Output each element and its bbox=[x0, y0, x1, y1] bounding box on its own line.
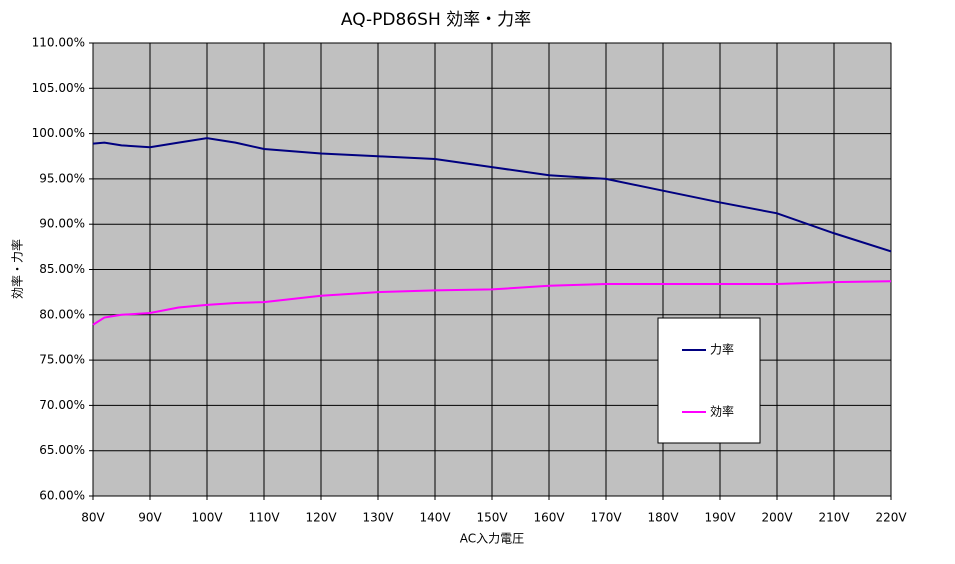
legend-label: 効率 bbox=[710, 404, 734, 419]
legend-label: 力率 bbox=[710, 342, 734, 357]
x-tick-label: 100V bbox=[191, 511, 223, 525]
series-line bbox=[92, 280, 892, 326]
y-tick-label: 110.00% bbox=[32, 36, 85, 50]
y-tick-label: 90.00% bbox=[39, 217, 85, 231]
y-tick-label: 60.00% bbox=[39, 489, 85, 503]
y-axis-label: 効率・力率 bbox=[10, 239, 25, 299]
x-tick-label: 180V bbox=[647, 511, 679, 525]
x-tick-label: 140V bbox=[419, 511, 451, 525]
x-tick-label: 170V bbox=[590, 511, 622, 525]
y-tick-label: 100.00% bbox=[32, 126, 85, 140]
x-tick-label: 80V bbox=[81, 511, 105, 525]
x-tick-label: 90V bbox=[138, 511, 162, 525]
y-tick-label: 65.00% bbox=[39, 443, 85, 457]
y-tick-label: 80.00% bbox=[39, 307, 85, 321]
x-tick-label: 200V bbox=[761, 511, 793, 525]
chart-title: AQ-PD86SH 効率・力率 bbox=[341, 10, 531, 30]
y-tick-label: 85.00% bbox=[39, 262, 85, 276]
series-line bbox=[92, 137, 892, 253]
x-axis-label: AC入力電圧 bbox=[460, 532, 524, 546]
x-tick-label: 150V bbox=[476, 511, 508, 525]
x-tick-label: 210V bbox=[818, 511, 850, 525]
x-tick-label: 130V bbox=[362, 511, 394, 525]
x-tick-label: 190V bbox=[704, 511, 736, 525]
legend bbox=[657, 317, 761, 444]
x-tick-label: 160V bbox=[533, 511, 565, 525]
y-tick-label: 105.00% bbox=[32, 81, 85, 95]
x-tick-label: 220V bbox=[875, 511, 907, 525]
y-tick-label: 75.00% bbox=[39, 353, 85, 367]
y-tick-label: 70.00% bbox=[39, 398, 85, 412]
x-tick-label: 120V bbox=[305, 511, 337, 525]
y-tick-label: 95.00% bbox=[39, 171, 85, 185]
x-tick-label: 110V bbox=[248, 511, 280, 525]
